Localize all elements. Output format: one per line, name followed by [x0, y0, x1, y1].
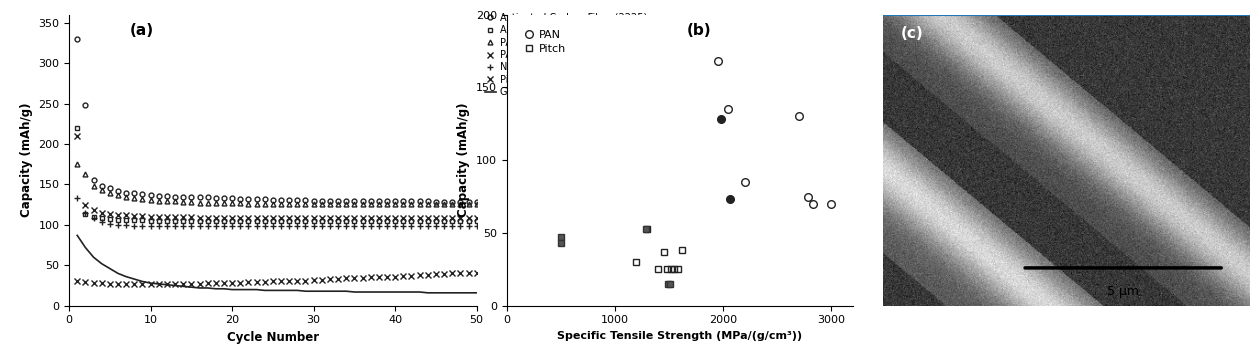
Text: (c): (c) [902, 26, 924, 41]
Y-axis label: Capacity (mAh/g): Capacity (mAh/g) [457, 103, 470, 217]
Legend: PAN, Pitch: PAN, Pitch [519, 26, 570, 58]
X-axis label: Cycle Number: Cycle Number [227, 331, 319, 344]
Text: (a): (a) [131, 23, 154, 38]
Y-axis label: Capacity (mAh/g): Capacity (mAh/g) [20, 103, 33, 217]
Text: 5 μm: 5 μm [1108, 285, 1139, 298]
X-axis label: Specific Tensile Strength (MPa/(g/cm³)): Specific Tensile Strength (MPa/(g/cm³)) [558, 331, 803, 341]
Text: (b): (b) [687, 23, 711, 38]
Legend: Activated Carbon Fiber (2225), Aerogel Paper (Grade II), PAN mat (8000047), PAN : Activated Carbon Fiber (2225), Aerogel P… [481, 9, 652, 101]
